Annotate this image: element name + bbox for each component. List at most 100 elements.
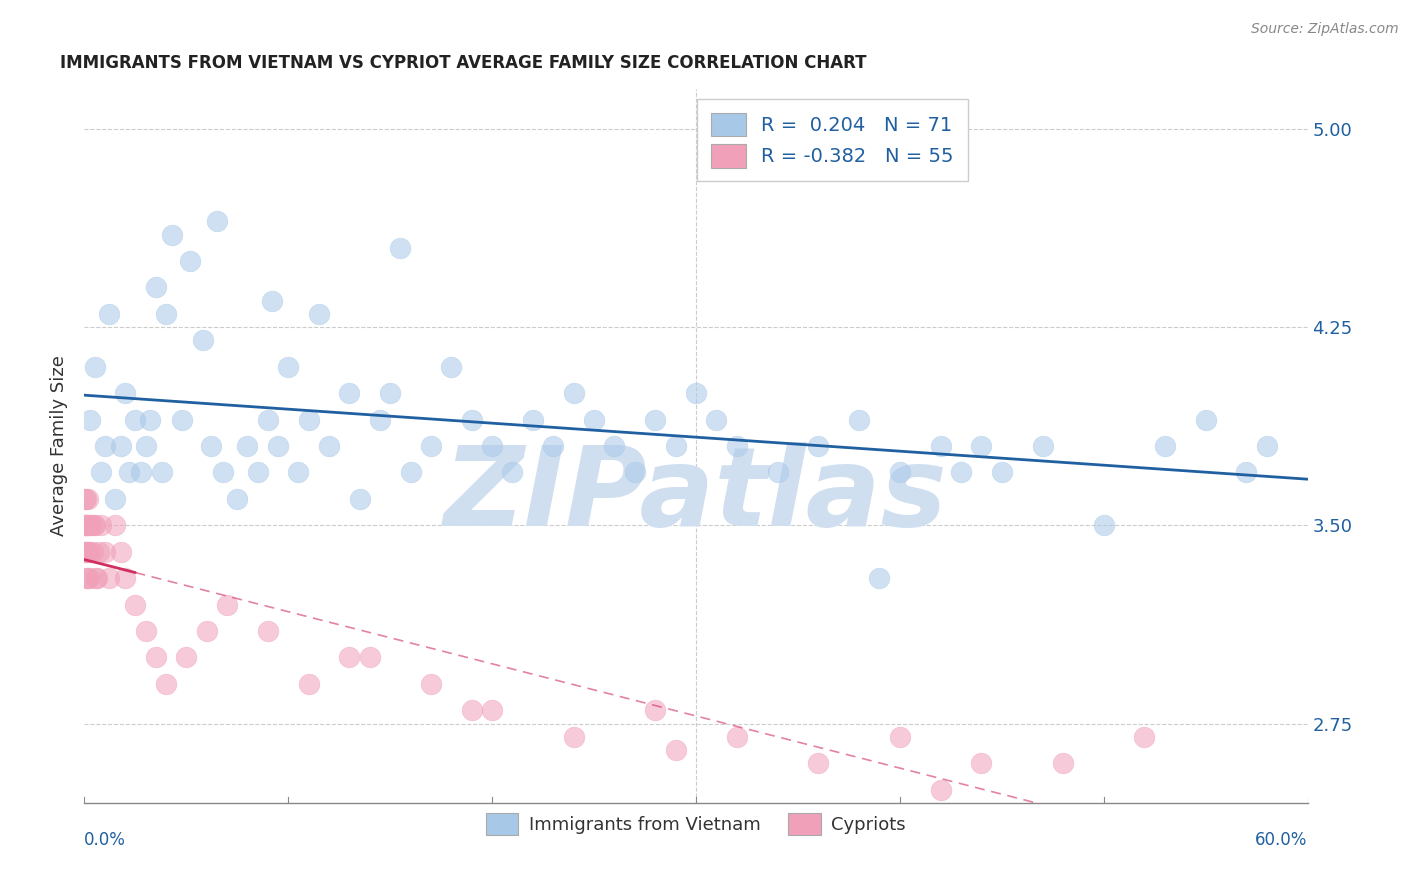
Point (298, 677, 321, 691)
Point (380, 386, 402, 401)
Point (399, 466, 422, 480)
Point (73, 545, 96, 559)
Point (75, 491, 97, 506)
Point (644, 703, 666, 717)
Point (118, 466, 141, 480)
Point (93, 545, 115, 559)
Point (665, 743, 688, 757)
Point (725, 730, 748, 744)
Point (807, 439, 830, 453)
Point (298, 412, 321, 426)
Point (155, 307, 177, 321)
Text: IMMIGRANTS FROM VIETNAM VS CYPRIOT AVERAGE FAMILY SIZE CORRELATION CHART: IMMIGRANTS FROM VIETNAM VS CYPRIOT AVERA… (60, 54, 866, 72)
Point (84, 571, 107, 585)
Point (205, 214, 228, 228)
Point (226, 491, 249, 506)
Point (277, 359, 299, 374)
Point (76, 518, 98, 533)
Point (970, 756, 993, 771)
Point (766, 466, 789, 480)
Point (79, 571, 101, 585)
Point (75, 518, 97, 533)
Point (420, 439, 443, 453)
Point (481, 703, 503, 717)
Text: ZIPatlas: ZIPatlas (444, 442, 948, 549)
Point (543, 439, 565, 453)
Point (1154, 439, 1177, 453)
Point (131, 466, 153, 480)
Point (195, 624, 218, 638)
Point (522, 412, 544, 426)
Point (217, 598, 239, 612)
Point (603, 439, 626, 453)
Point (212, 466, 235, 480)
Point (77, 491, 100, 506)
Point (1195, 412, 1218, 426)
Point (83, 359, 105, 374)
Point (1032, 439, 1054, 453)
Point (562, 386, 585, 401)
Point (97, 307, 120, 321)
Point (624, 466, 647, 480)
Point (725, 439, 748, 453)
Point (706, 412, 728, 426)
Point (83, 518, 105, 533)
Point (929, 782, 952, 797)
Point (104, 491, 127, 506)
Point (1052, 756, 1074, 771)
Text: 0.0%: 0.0% (84, 831, 127, 849)
Point (83, 518, 105, 533)
Point (77, 518, 100, 533)
Point (77, 545, 100, 559)
Text: Source: ZipAtlas.com: Source: ZipAtlas.com (1251, 22, 1399, 37)
Point (257, 624, 280, 638)
Point (86, 571, 108, 585)
Point (124, 412, 146, 426)
Point (950, 466, 973, 480)
Point (150, 466, 173, 480)
Point (138, 412, 160, 426)
Point (79, 545, 101, 559)
Point (236, 439, 259, 453)
Point (135, 439, 157, 453)
Point (665, 439, 688, 453)
Point (461, 703, 484, 717)
Point (172, 412, 194, 426)
Point (191, 333, 214, 347)
Point (685, 386, 707, 401)
Point (79, 518, 101, 533)
Point (970, 439, 993, 453)
Point (90, 466, 112, 480)
Point (75, 545, 97, 559)
Point (75, 491, 97, 506)
Point (368, 412, 391, 426)
Point (287, 466, 309, 480)
Point (260, 293, 283, 308)
Point (114, 571, 136, 585)
Point (76, 571, 98, 585)
Point (420, 677, 443, 691)
Legend: Immigrants from Vietnam, Cypriots: Immigrants from Vietnam, Cypriots (477, 804, 915, 844)
Point (869, 571, 891, 585)
Point (110, 439, 132, 453)
Point (583, 412, 606, 426)
Point (644, 412, 666, 426)
Point (461, 412, 484, 426)
Point (1256, 439, 1278, 453)
Point (104, 518, 127, 533)
Point (145, 280, 167, 294)
Point (80, 518, 103, 533)
Point (110, 545, 132, 559)
Point (124, 598, 146, 612)
Point (807, 756, 830, 771)
Point (93, 439, 115, 453)
Point (75, 571, 97, 585)
Point (114, 386, 136, 401)
Point (889, 466, 911, 480)
Point (389, 241, 412, 255)
Point (200, 439, 222, 453)
Text: 60.0%: 60.0% (1256, 831, 1308, 849)
Point (1236, 466, 1258, 480)
Point (481, 439, 503, 453)
Y-axis label: Average Family Size: Average Family Size (51, 356, 69, 536)
